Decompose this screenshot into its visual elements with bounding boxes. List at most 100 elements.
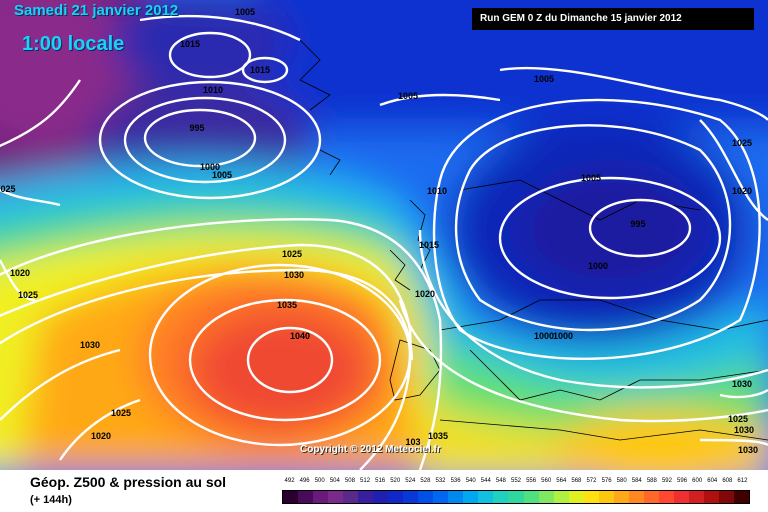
- isobar-label: 1015: [250, 65, 270, 75]
- isobar-label: 1040: [290, 331, 310, 341]
- scale-swatch: [403, 491, 419, 503]
- isobar-label: 1020: [10, 268, 30, 278]
- isobar-label: 1000: [534, 331, 554, 341]
- isobar-label: 103: [405, 437, 420, 447]
- scale-swatch: [388, 491, 404, 503]
- isobar-label: 1010: [203, 85, 223, 95]
- scale-swatch: [613, 491, 629, 503]
- isobar-label: 1005: [212, 170, 232, 180]
- scale-swatch: [658, 491, 674, 503]
- scale-swatch: [598, 491, 614, 503]
- scale-swatch: [703, 491, 719, 503]
- scale-label: 548: [495, 478, 506, 484]
- scale-swatch: [358, 491, 374, 503]
- scale-swatch: [283, 491, 299, 503]
- scale-label: 512: [360, 478, 371, 484]
- isobar-label: 1020: [732, 186, 752, 196]
- isobar-label: 995: [189, 123, 204, 133]
- color-scale-bar: [282, 490, 750, 504]
- scale-label: 580: [616, 478, 627, 484]
- scale-label: 604: [707, 478, 718, 484]
- isobar-label: 1030: [732, 379, 752, 389]
- scale-swatch: [553, 491, 569, 503]
- scale-label: 556: [526, 478, 537, 484]
- scale-label: 560: [541, 478, 552, 484]
- isobar-label: 1000: [200, 162, 220, 172]
- scale-swatch: [478, 491, 494, 503]
- isobar-label: 1020: [91, 431, 111, 441]
- scale-swatch: [448, 491, 464, 503]
- scale-swatch: [493, 491, 509, 503]
- isobar-label: 1025: [18, 290, 38, 300]
- isobar-label: 1035: [428, 431, 448, 441]
- scale-swatch: [463, 491, 479, 503]
- isobar-label: 1005: [235, 7, 255, 17]
- scale-swatch: [328, 491, 344, 503]
- scale-swatch: [418, 491, 434, 503]
- scale-swatch: [373, 491, 389, 503]
- scale-label: 588: [646, 478, 657, 484]
- scale-swatch: [523, 491, 539, 503]
- isobar-label: 995: [630, 219, 645, 229]
- isobar-label: 1025: [732, 138, 752, 148]
- scale-label: 540: [465, 478, 476, 484]
- forecast-date: Samedi 21 janvier 2012: [14, 2, 179, 19]
- scale-label: 508: [344, 478, 355, 484]
- scale-swatch: [433, 491, 449, 503]
- scale-label: 568: [571, 478, 582, 484]
- isobar-label: 1000: [588, 261, 608, 271]
- weather-map: 1005 1015 1015 1010 995 1000 1005 025 1020 1025 10…: [0, 0, 768, 470]
- isobar-label: 1005: [534, 74, 554, 84]
- isobar-labels: 1005101510151010995100010050251020102510…: [0, 7, 758, 455]
- model-run-banner: Run GEM 0 Z du Dimanche 15 janvier 2012: [472, 8, 754, 30]
- isobar-label: 1000: [553, 331, 573, 341]
- scale-swatch: [643, 491, 659, 503]
- isobars: [0, 14, 768, 470]
- isobar-label: 1020: [415, 289, 435, 299]
- scale-swatch: [673, 491, 689, 503]
- scale-label: 564: [556, 478, 567, 484]
- scale-swatch: [733, 491, 749, 503]
- scale-label: 528: [420, 478, 431, 484]
- scale-swatch: [508, 491, 524, 503]
- scale-label: 504: [329, 478, 340, 484]
- isobar-label: 1015: [419, 240, 439, 250]
- scale-swatch: [568, 491, 584, 503]
- scale-label: 576: [601, 478, 612, 484]
- isobar-label: 1010: [427, 186, 447, 196]
- scale-swatch: [313, 491, 329, 503]
- scale-swatch: [298, 491, 314, 503]
- color-scale-labels: 492 496 500 504 508 512 516 520 524 528 532 536 540 5…: [282, 478, 750, 488]
- scale-label: 592: [661, 478, 672, 484]
- isobar-label: 1015: [180, 39, 200, 49]
- isobar-label: 1005: [398, 91, 418, 101]
- scale-label: 500: [314, 478, 325, 484]
- scale-swatch: [688, 491, 704, 503]
- scale-label: 608: [722, 478, 733, 484]
- scale-label: 600: [692, 478, 703, 484]
- scale-label: 532: [435, 478, 446, 484]
- scale-label: 584: [631, 478, 642, 484]
- isobar-label: 1035: [277, 300, 297, 310]
- scale-swatch: [343, 491, 359, 503]
- isobar-label: 1030: [738, 445, 758, 455]
- geopotential-map-svg: 1005101510151010995100010050251020102510…: [0, 0, 768, 470]
- isobar-label: 1030: [80, 340, 100, 350]
- legend-footer: Géop. Z500 & pression au sol (+ 144h) 49…: [0, 470, 768, 512]
- isobar-label: 1030: [734, 425, 754, 435]
- isobar-label: 1025: [282, 249, 302, 259]
- scale-swatch: [583, 491, 599, 503]
- scale-label: 552: [510, 478, 521, 484]
- scale-label: 536: [450, 478, 461, 484]
- scale-label: 544: [480, 478, 491, 484]
- isobar-label: 1025: [728, 414, 748, 424]
- scale-label: 612: [737, 478, 748, 484]
- scale-label: 524: [405, 478, 416, 484]
- scale-label: 596: [677, 478, 688, 484]
- scale-swatch: [718, 491, 734, 503]
- legend-subtitle: (+ 144h): [30, 494, 72, 506]
- forecast-time: 1:00 locale: [22, 33, 125, 55]
- scale-label: 492: [284, 478, 295, 484]
- copyright-notice: Copyright © 2012 Meteociel.fr: [300, 444, 441, 455]
- isobar-label: 1030: [284, 270, 304, 280]
